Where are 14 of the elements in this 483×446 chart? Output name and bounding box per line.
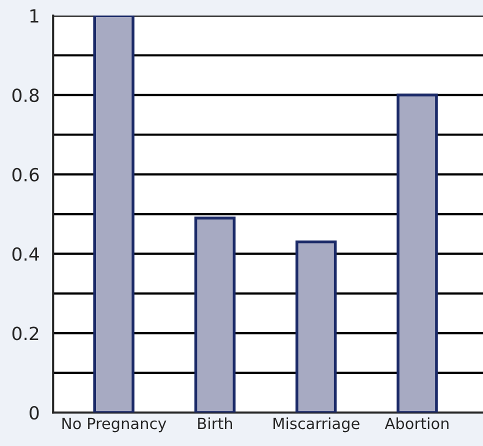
y-tick-label: 0.8 bbox=[12, 88, 39, 102]
y-tick-label: 0.2 bbox=[12, 326, 38, 340]
x-tick-label: No Pregnancy bbox=[62, 418, 166, 432]
x-tick-label: Birth bbox=[198, 417, 232, 430]
y-tick-label: 0.6 bbox=[12, 168, 39, 182]
bar bbox=[194, 216, 236, 413]
x-tick-label: Abortion bbox=[384, 417, 448, 430]
bar bbox=[93, 16, 134, 413]
bar bbox=[296, 240, 337, 413]
x-tick-label: Miscarriage bbox=[274, 417, 360, 432]
y-tick-label: 1 bbox=[30, 9, 38, 22]
bar bbox=[396, 94, 438, 413]
y-tick-label: 0 bbox=[30, 406, 39, 420]
y-tick-label: 0.4 bbox=[12, 247, 39, 261]
